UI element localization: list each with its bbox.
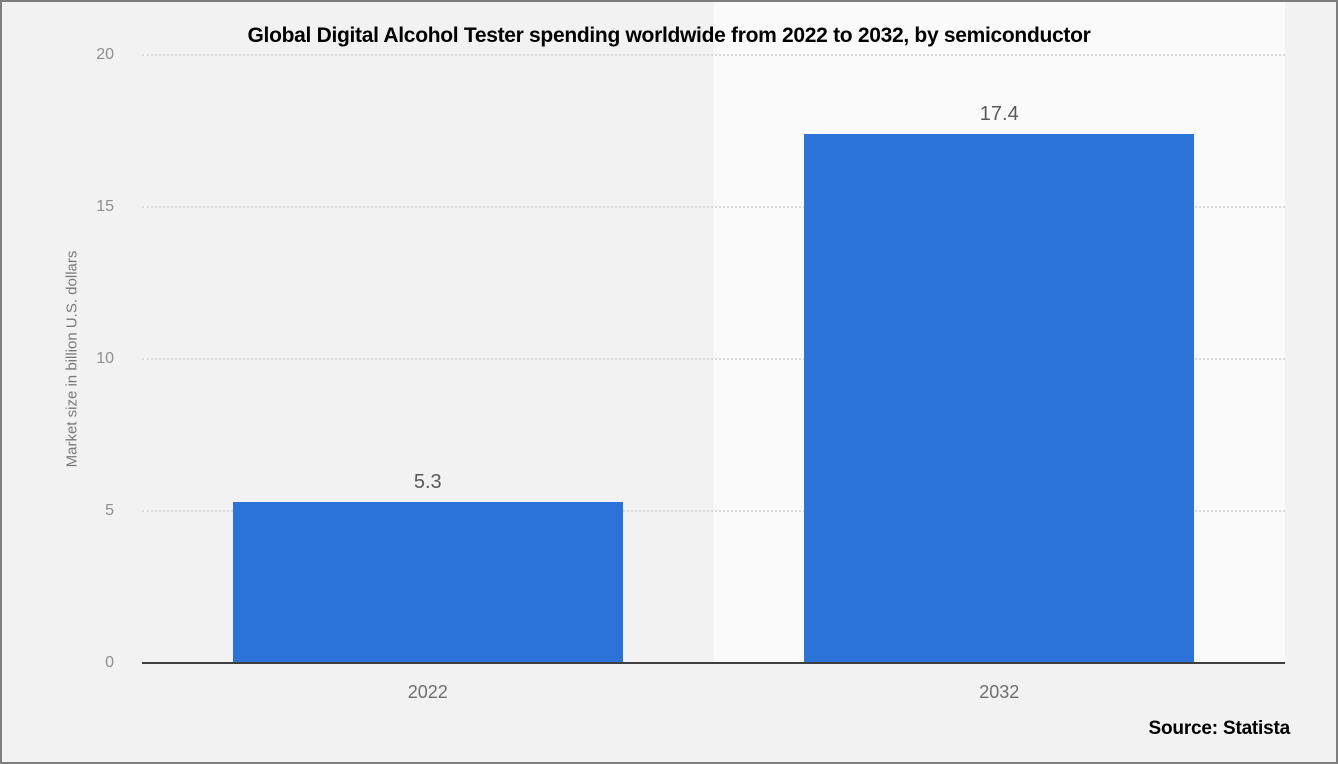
chart-title: Global Digital Alcohol Tester spending w… [247, 24, 1091, 47]
x-tick-label-2022: 2022 [407, 682, 448, 702]
gridline-y-5 [142, 510, 1285, 512]
y-tick-label-20: 20 [96, 46, 114, 63]
bar-2022[interactable] [232, 501, 623, 663]
value-label-2022: 5.3 [413, 470, 442, 493]
gridline-y-20 [142, 54, 1285, 56]
x-tick-label-2032: 2032 [979, 682, 1020, 702]
value-label-2032: 17.4 [979, 103, 1019, 126]
y-tick-label-5: 5 [105, 502, 114, 519]
gridline-y-10 [142, 358, 1285, 360]
x-axis-line [142, 662, 1285, 664]
source-label: Source: Statista [1148, 718, 1291, 739]
gridline-y-15 [142, 206, 1285, 208]
y-tick-label-10: 10 [96, 350, 114, 367]
bar-2032[interactable] [804, 134, 1195, 663]
y-tick-label-15: 15 [96, 198, 114, 215]
y-tick-label-0: 0 [105, 654, 114, 671]
